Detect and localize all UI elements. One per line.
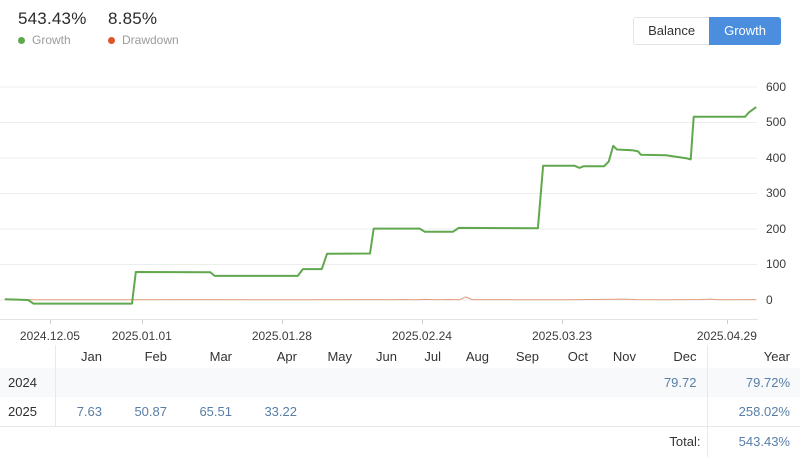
- column-header: Jan: [81, 349, 102, 364]
- chart-mode-switch: Balance Growth: [633, 17, 781, 45]
- drawdown-line: [4, 296, 757, 301]
- year-total-cell: 79.72%: [706, 368, 800, 397]
- x-axis-label: 2025.03.23: [531, 329, 592, 343]
- x-axis: 2024.12.05 2025.01.01 2025.01.28 2025.02.24…: [0, 319, 758, 345]
- column-header: Year: [706, 345, 800, 368]
- month-value-cell: [598, 397, 646, 426]
- column-header: May: [327, 349, 352, 364]
- month-value-cell: [242, 368, 307, 397]
- month-value-cell: [362, 397, 407, 426]
- x-axis-label: 2025.02.24: [391, 329, 452, 343]
- y-axis-label: 500: [766, 115, 787, 129]
- month-value-cell: [499, 368, 549, 397]
- growth-dot-icon: [18, 36, 25, 44]
- monthly-returns-table: Jan Feb Mar Apr May Jun Jul Aug Sep Oct Nov Dec Year…: [0, 345, 800, 457]
- drawdown-value: 8.85%: [108, 9, 158, 28]
- month-value-cell: [499, 397, 549, 426]
- chart-area: 0 100 200 300 400 500 600: [0, 60, 800, 322]
- y-axis-label: 300: [766, 186, 787, 200]
- month-value-cell: [55, 368, 112, 397]
- x-axis-label: 2025.01.01: [111, 329, 172, 343]
- month-value-cell: [451, 397, 499, 426]
- month-value-cell: 65.51: [199, 403, 232, 419]
- column-header: Mar: [209, 349, 232, 364]
- y-axis-label: 400: [766, 150, 787, 165]
- x-axis-tick: [141, 320, 143, 324]
- growth-button[interactable]: Growth: [709, 17, 781, 45]
- x-axis-label: 2024.12.05: [19, 329, 80, 343]
- column-header: Dec: [673, 349, 697, 364]
- column-header: Feb: [144, 349, 167, 364]
- month-value-cell: [112, 368, 177, 397]
- drawdown-stat: 8.85% Drawdown: [108, 9, 179, 47]
- month-value-cell: [549, 397, 598, 426]
- y-axis-label: 0: [766, 292, 773, 307]
- growth-stat: 543.43% Growth: [18, 9, 87, 47]
- month-value-cell: [307, 397, 362, 426]
- growth-value: 543.43%: [18, 9, 87, 28]
- growth-legend-label: Growth: [32, 33, 71, 47]
- x-axis-tick: [726, 320, 728, 324]
- month-value-cell: [549, 368, 598, 397]
- total-row: Total: 543.43%: [0, 426, 800, 457]
- year-column-header: [0, 345, 56, 368]
- column-header: Aug: [465, 349, 489, 364]
- year-total-cell: 258.02%: [706, 397, 800, 426]
- month-value-cell: [598, 368, 646, 397]
- table-row: 2025 7.63 50.87 65.51 33.22 258.02%: [0, 397, 800, 426]
- month-value-cell: [451, 368, 499, 397]
- table-row: 2024 79.72 79.72%: [0, 368, 800, 397]
- x-axis-label: 2025.04.29: [696, 329, 757, 343]
- balance-button[interactable]: Balance: [633, 17, 710, 45]
- column-header: Nov: [612, 349, 636, 364]
- row-year-label: 2024: [0, 368, 56, 397]
- month-value-cell: 79.72: [663, 375, 697, 390]
- y-axis-label: 200: [766, 221, 787, 236]
- y-axis-labels: 0 100 200 300 400 500 600: [766, 60, 800, 322]
- column-header: Jul: [424, 349, 441, 364]
- month-value-cell: [177, 368, 242, 397]
- month-value-cell: 7.63: [76, 403, 102, 419]
- column-header: Oct: [567, 349, 588, 364]
- month-value-cell: 50.87: [134, 403, 167, 419]
- table-header-row: Jan Feb Mar Apr May Jun Jul Aug Sep Oct Nov Dec Year: [0, 345, 800, 368]
- x-axis-tick: [421, 320, 423, 324]
- total-label: Total:: [669, 434, 701, 450]
- month-value-cell: [407, 397, 451, 426]
- month-value-cell: 33.22: [264, 403, 297, 419]
- x-axis-label: 2025.01.28: [251, 329, 312, 343]
- drawdown-dot-icon: [108, 36, 115, 44]
- row-year-label: 2025: [0, 397, 56, 426]
- x-axis-tick: [281, 320, 283, 324]
- column-header: Jun: [376, 349, 397, 364]
- month-value-cell: [407, 368, 451, 397]
- growth-line-chart: [0, 86, 757, 305]
- x-axis-tick: [49, 320, 51, 324]
- x-axis-tick: [561, 320, 563, 324]
- month-value-cell: [362, 368, 407, 397]
- y-axis-label: 100: [766, 257, 787, 271]
- month-value-cell: [646, 397, 707, 426]
- drawdown-legend-label: Drawdown: [122, 33, 179, 47]
- growth-legend: Growth: [18, 33, 87, 47]
- y-axis-label: 600: [766, 79, 787, 94]
- column-header: Apr: [276, 349, 297, 364]
- total-value: 543.43%: [706, 426, 800, 457]
- month-value-cell: [307, 368, 362, 397]
- drawdown-legend: Drawdown: [108, 33, 179, 47]
- growth-line: [4, 106, 757, 305]
- column-header: Sep: [515, 349, 539, 364]
